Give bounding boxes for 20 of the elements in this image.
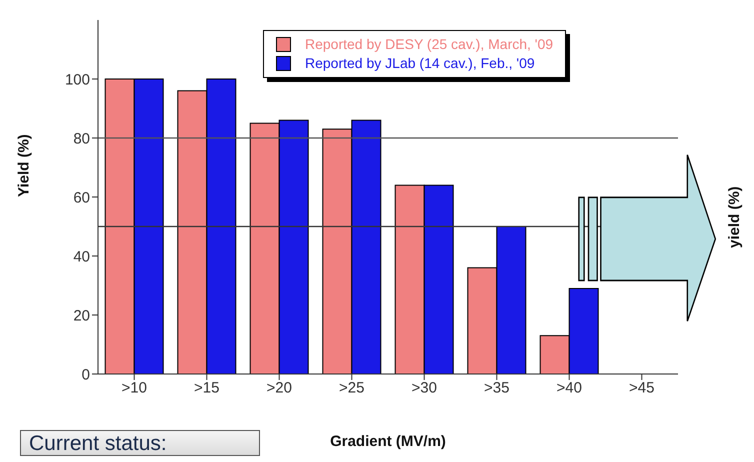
x-tick-label: >35: [484, 380, 510, 397]
x-tick-label: >20: [266, 380, 292, 397]
x-tick-label: >40: [556, 380, 582, 397]
y-tick-label: 0: [82, 366, 90, 384]
y-tick-label: 80: [73, 130, 90, 148]
x-tick-label: >30: [412, 380, 437, 397]
x-tick-label: >45: [629, 380, 654, 397]
text: Current status:: [20, 430, 260, 456]
y-tick-label: 100: [64, 71, 90, 88]
x-axis-title: Gradient (MV/m): [330, 433, 446, 450]
y-tick-label: 60: [73, 189, 90, 206]
x-tick-label: >10: [122, 380, 147, 397]
y-tick-label: 20: [73, 307, 90, 324]
y-tick-label: 40: [73, 248, 90, 266]
x-tick-label: >25: [339, 380, 364, 397]
legend-label: Reported by JLab (14 cav.), Feb., '09: [305, 54, 535, 73]
x-tick-label: >15: [194, 380, 220, 397]
text: yield (%): [726, 186, 743, 248]
legend-label: Reported by DESY (25 cav.), March, '09: [305, 35, 554, 54]
y-axis-title: Yield (%): [15, 134, 32, 197]
